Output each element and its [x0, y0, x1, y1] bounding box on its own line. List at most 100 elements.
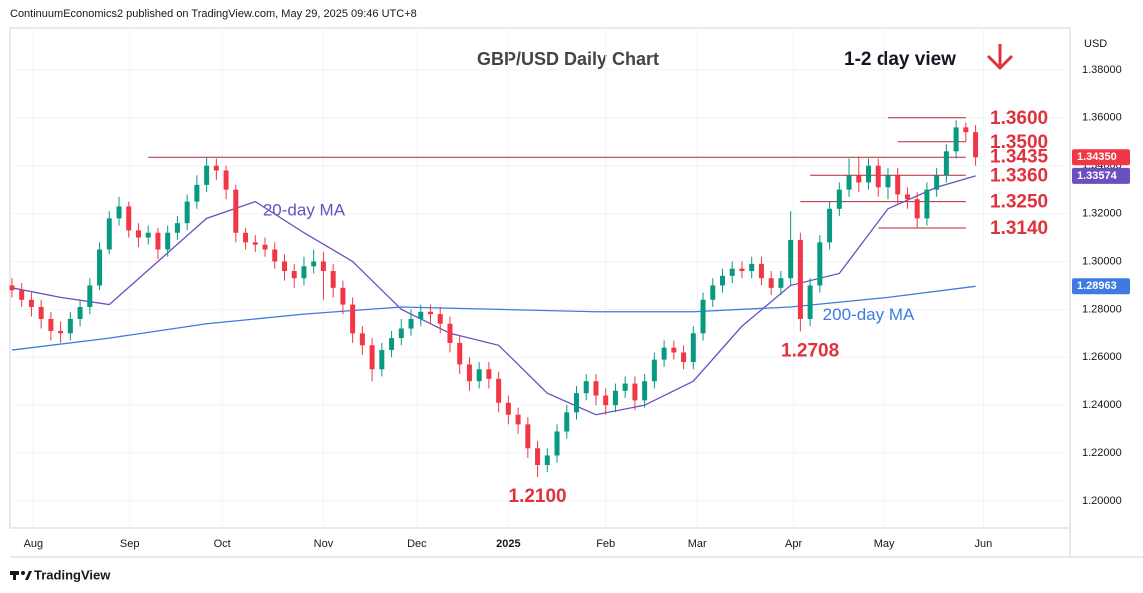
- candle-body: [389, 338, 395, 351]
- candle-body: [291, 271, 297, 279]
- candle-body: [866, 165, 872, 183]
- candle-body: [213, 165, 219, 171]
- ma-price-tag-box: [1072, 167, 1130, 184]
- candle-body: [369, 345, 375, 370]
- ma-line: [11, 175, 976, 416]
- candle-body: [350, 304, 356, 334]
- candle-body: [184, 201, 190, 224]
- x-tick-label: Aug: [24, 538, 44, 550]
- annotation: 1.2708: [781, 340, 839, 361]
- candle-body: [836, 189, 842, 209]
- candle-body: [135, 230, 141, 238]
- candle-body: [204, 165, 210, 185]
- x-tick-label: Sep: [120, 538, 140, 550]
- candle-body: [797, 239, 803, 319]
- candle-body: [963, 127, 969, 133]
- candle-body: [973, 132, 979, 158]
- level-label: 1.3435: [990, 146, 1049, 167]
- candle-body: [564, 412, 570, 432]
- candle-body: [729, 268, 735, 276]
- candle-body: [437, 314, 443, 324]
- candle-body: [505, 402, 511, 415]
- candles: [9, 120, 979, 477]
- candle-body: [807, 285, 813, 319]
- candle-body: [476, 369, 482, 382]
- x-tick-label: Dec: [407, 538, 427, 550]
- candle-body: [9, 285, 15, 291]
- level-label: 1.3360: [990, 165, 1048, 186]
- x-tick-label: Oct: [214, 538, 231, 550]
- candle-body: [622, 383, 628, 391]
- candle-body: [525, 424, 531, 449]
- x-tick-label: Jun: [974, 538, 992, 550]
- candle-body: [97, 249, 103, 286]
- y-tick-label: 1.24000: [1082, 399, 1122, 411]
- y-tick-label: 1.38000: [1082, 64, 1122, 76]
- candle-body: [67, 318, 73, 334]
- candle-body: [554, 431, 560, 456]
- candle-body: [418, 311, 424, 319]
- candle-body: [466, 364, 472, 382]
- annotation: 1.2100: [509, 486, 567, 507]
- candle-body: [632, 383, 638, 401]
- y-tick-label: 1.28000: [1082, 303, 1122, 315]
- y-tick-label: 1.36000: [1082, 112, 1122, 124]
- candle-body: [262, 244, 268, 250]
- candle-body: [875, 165, 881, 188]
- candle-body: [778, 278, 784, 288]
- candle-body: [749, 263, 755, 272]
- candle-body: [953, 127, 959, 152]
- candle-body: [398, 328, 404, 339]
- candle-body: [700, 299, 706, 334]
- last-price-tag-box: [1072, 149, 1130, 166]
- candle-body: [895, 175, 901, 195]
- candle-body: [340, 287, 346, 305]
- level-label: 1.3250: [990, 192, 1048, 213]
- candle-body: [583, 381, 589, 394]
- candle-body: [612, 390, 618, 406]
- y-tick-label: 1.30000: [1082, 255, 1122, 267]
- candle-body: [447, 323, 453, 343]
- x-tick-label: May: [874, 538, 895, 550]
- candle-body: [943, 151, 949, 176]
- level-label: 1.3140: [990, 218, 1048, 239]
- candle-body: [661, 347, 667, 360]
- candle-body: [379, 350, 385, 370]
- candle-body: [690, 333, 696, 363]
- candle-body: [58, 330, 64, 334]
- candle-body: [243, 232, 249, 243]
- currency: USD: [1084, 38, 1107, 50]
- chart-title: GBP/USD Daily Chart: [477, 49, 659, 69]
- candle-body: [301, 266, 307, 279]
- candle-body: [457, 342, 463, 365]
- candle-body: [272, 249, 278, 262]
- candle-body: [311, 261, 317, 267]
- candle-body: [846, 175, 852, 190]
- candle-body: [671, 347, 677, 353]
- x-tick-label: Feb: [596, 538, 615, 550]
- candle-body: [38, 306, 44, 319]
- candle-body: [28, 299, 34, 307]
- candle-body: [427, 311, 433, 315]
- level-label: 1.3500: [990, 132, 1048, 153]
- candle-body: [758, 263, 764, 279]
- candle-body: [924, 189, 930, 219]
- candle-body: [496, 378, 502, 403]
- candle-body: [720, 275, 726, 286]
- ma-label: 20-day MA: [263, 201, 346, 220]
- candle-body: [817, 242, 823, 286]
- candle-body: [174, 223, 180, 233]
- candle-body: [165, 232, 171, 250]
- footer: TradingView: [34, 567, 111, 582]
- candle-body: [739, 268, 745, 272]
- candle-body: [651, 359, 657, 382]
- candle-body: [330, 271, 336, 288]
- chart-subtitle: 1-2 day view: [844, 49, 956, 70]
- candle-body: [885, 175, 891, 188]
- candle-body: [642, 381, 648, 401]
- y-tick-label: 1.32000: [1082, 207, 1122, 219]
- candle-body: [914, 199, 920, 219]
- candle-body: [233, 189, 239, 233]
- candle-body: [194, 184, 200, 202]
